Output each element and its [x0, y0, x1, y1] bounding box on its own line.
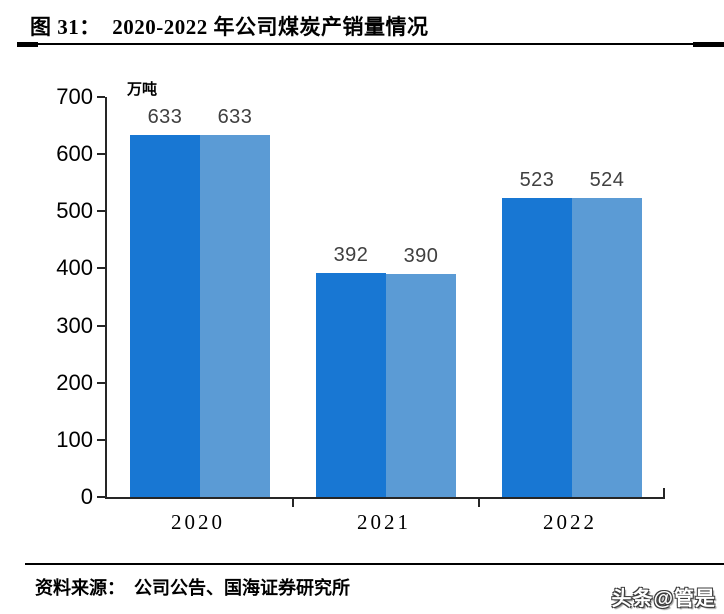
- title-divider-right-cap: [693, 42, 724, 47]
- title-divider: [17, 42, 724, 47]
- watermark: 头条@管是: [611, 588, 716, 610]
- y-axis-tick-label: 700: [56, 84, 93, 109]
- bar-wrap: 390: [386, 245, 456, 497]
- footer-divider: [25, 563, 724, 565]
- bar-wrap: 633: [200, 106, 270, 497]
- y-axis-tick-label: 200: [56, 369, 93, 395]
- y-axis-tick: [97, 324, 105, 327]
- bar-wrap: 633: [130, 106, 200, 497]
- bar-value-label: 392: [333, 244, 369, 266]
- y-axis-tick: [97, 210, 105, 213]
- title-divider-left-cap: [17, 42, 38, 47]
- figure-title: 图 31： 2020-2022 年公司煤炭产销量情况: [30, 15, 429, 39]
- bar-group: 633 633: [107, 97, 293, 497]
- bar-group: 392 390: [293, 97, 479, 497]
- bar-wrap: 524: [572, 169, 642, 497]
- bar-value-label: 523: [519, 169, 555, 192]
- bar-wrap: 392: [316, 244, 386, 497]
- y-axis-tick-label: 100: [56, 426, 93, 452]
- x-axis-end-tick: [663, 488, 665, 497]
- y-axis-unit-label: 万吨: [127, 82, 158, 98]
- bar-group: 523 524: [479, 97, 665, 497]
- x-axis-category-label: 2021: [357, 510, 411, 534]
- bar-series-2: [386, 274, 456, 497]
- bar-value-label: 633: [217, 106, 253, 129]
- x-axis-category-label: 2022: [543, 510, 597, 534]
- x-axis-tick: [478, 499, 480, 507]
- bar-series-1: [130, 135, 200, 497]
- y-axis-tick-label: 600: [56, 141, 93, 167]
- bar-series-2: [200, 135, 270, 497]
- y-axis-tick: [97, 96, 105, 98]
- y-axis-tick-label: 300: [56, 312, 93, 338]
- x-axis-tick: [292, 499, 294, 507]
- x-axis-category-label: 2020: [171, 510, 225, 534]
- y-axis-tick: [97, 267, 105, 270]
- y-axis-tick: [97, 496, 105, 498]
- bar-series-1: [316, 273, 386, 497]
- y-axis-tick-label: 500: [56, 198, 93, 224]
- source-note: 资料来源： 公司公告、国海证券研究所: [35, 578, 350, 598]
- bar-value-label: 524: [589, 168, 625, 191]
- plot-area: 633 633 392 390 523 524: [97, 96, 665, 507]
- bar-value-label: 390: [403, 245, 439, 268]
- bar-wrap: 523: [502, 169, 572, 497]
- y-axis-labels: 700 600 500 400 300 200 100 0: [0, 84, 93, 509]
- bar-series-1: [502, 198, 572, 497]
- x-axis-labels: 2020 2021 2022: [105, 510, 663, 535]
- y-axis-tick-label: 400: [56, 255, 93, 281]
- bar-value-label: 633: [147, 106, 183, 129]
- y-axis-tick: [97, 381, 105, 384]
- y-axis-tick: [97, 153, 105, 156]
- y-axis-tick: [97, 438, 105, 441]
- y-axis-tick-label: 0: [80, 484, 93, 509]
- bar-series-2: [572, 197, 642, 497]
